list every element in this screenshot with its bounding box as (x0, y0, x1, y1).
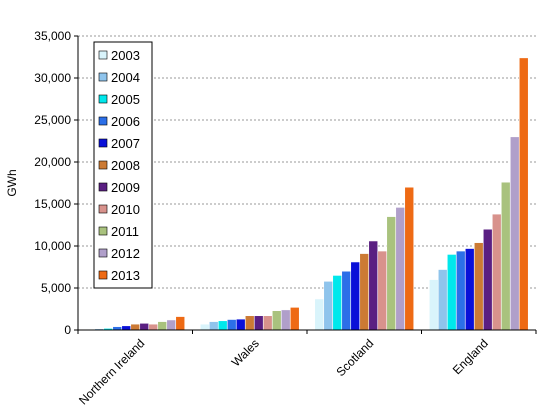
y-tick-label: 20,000 (34, 155, 71, 169)
legend-label: 2009 (111, 180, 140, 195)
legend-swatch (98, 204, 108, 214)
x-category-label: Scotland (333, 336, 376, 379)
bar-england-2010 (491, 213, 502, 331)
bar-scotland-2013 (404, 186, 415, 331)
bar-wales-2009 (253, 315, 264, 331)
legend-label: 2003 (111, 48, 140, 63)
bar-scotland-2009 (368, 240, 379, 331)
legend-label: 2010 (111, 202, 140, 217)
bar-scotland-2008 (359, 253, 370, 331)
y-tick-label: 25,000 (34, 113, 71, 127)
bar-england-2012 (509, 136, 520, 331)
legend-swatch (98, 72, 108, 82)
y-tick-label: 35,000 (34, 29, 71, 43)
bar-northern-ireland-2012 (166, 319, 177, 331)
legend: 2003 2004 2005 2006 2007 2008 2009 2010 2011 2012… (93, 41, 153, 289)
bar-wales-2013 (289, 307, 300, 331)
bar-scotland-2012 (395, 207, 406, 331)
legend-label: 2007 (111, 136, 140, 151)
legend-swatch (98, 160, 108, 170)
legend-swatch (98, 50, 108, 60)
bar-scotland-2007 (350, 261, 361, 331)
axes (74, 35, 537, 334)
x-category-label: Wales (229, 336, 262, 369)
bar-england-2007 (464, 248, 475, 331)
bar-england-2011 (500, 181, 511, 331)
bar-wales-2004 (208, 321, 219, 331)
bar-scotland-2003 (314, 298, 325, 331)
bar-england-2003 (428, 279, 439, 331)
legend-label: 2013 (111, 268, 140, 283)
bar-northern-ireland-2007 (121, 325, 132, 331)
bar-england-2009 (482, 228, 493, 331)
bar-england-2008 (473, 242, 484, 331)
bar-wales-2005 (217, 320, 228, 331)
legend-label: 2004 (111, 70, 140, 85)
bar-wales-2006 (226, 319, 237, 331)
bar-scotland-2010 (377, 250, 388, 331)
bar-england-2005 (446, 254, 457, 331)
bar-england-2013 (518, 57, 529, 331)
legend-swatch (98, 138, 108, 148)
bar-wales-2008 (244, 315, 255, 331)
bar-england-2004 (437, 269, 448, 331)
bar-wales-2011 (271, 310, 282, 331)
bar-scotland-2005 (332, 275, 343, 331)
bar-northern-ireland-2010 (148, 323, 159, 331)
legend-swatch (98, 182, 108, 192)
bar-scotland-2006 (341, 270, 352, 331)
bar-wales-2003 (199, 323, 210, 331)
legend-swatch (98, 94, 108, 104)
x-category-label: Northern Ireland (76, 336, 147, 407)
bar-northern-ireland-2006 (112, 326, 123, 331)
legend-label: 2008 (111, 158, 140, 173)
y-tick-label: 30,000 (34, 71, 71, 85)
bar-wales-2012 (280, 309, 291, 331)
legend-swatch (98, 270, 108, 280)
bar-northern-ireland-2011 (157, 321, 168, 331)
y-tick-label: 0 (64, 323, 71, 337)
x-category-label: England (450, 336, 491, 377)
legend-swatch (98, 248, 108, 258)
bars (85, 57, 529, 331)
bar-northern-ireland-2008 (130, 323, 141, 331)
gridlines (78, 35, 536, 289)
y-tick-label: 10,000 (34, 239, 71, 253)
bar-northern-ireland-2013 (175, 316, 186, 331)
y-axis-label: GWh (5, 169, 19, 196)
bar-wales-2007 (235, 318, 246, 331)
legend-label: 2005 (111, 92, 140, 107)
legend-label: 2006 (111, 114, 140, 129)
bar-england-2006 (455, 250, 466, 331)
bar-scotland-2011 (386, 216, 397, 331)
legend-label: 2012 (111, 246, 140, 261)
legend-swatch (98, 226, 108, 236)
bar-scotland-2004 (323, 280, 334, 331)
bar-wales-2010 (262, 315, 273, 331)
legend-swatch (98, 116, 108, 126)
legend-label: 2011 (111, 224, 139, 239)
bar-northern-ireland-2009 (139, 322, 150, 331)
y-tick-label: 15,000 (34, 197, 71, 211)
y-tick-label: 5,000 (41, 281, 71, 295)
